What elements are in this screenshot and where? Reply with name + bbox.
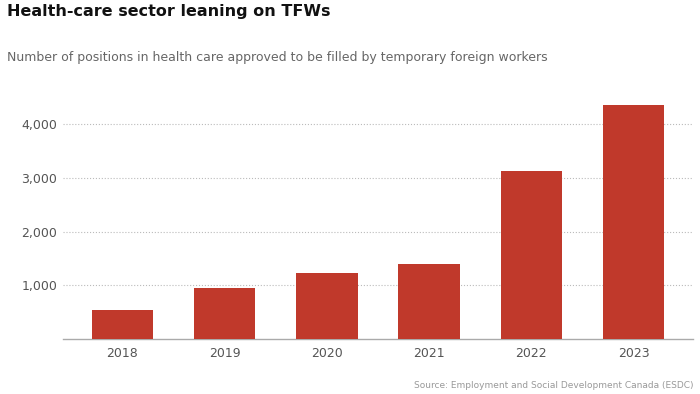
Bar <box>603 106 664 339</box>
Bar <box>92 310 153 339</box>
Bar <box>500 171 562 339</box>
Text: Number of positions in health care approved to be filled by temporary foreign wo: Number of positions in health care appro… <box>7 51 547 64</box>
Text: Health-care sector leaning on TFWs: Health-care sector leaning on TFWs <box>7 4 330 19</box>
Bar <box>194 288 256 339</box>
Bar <box>398 264 460 339</box>
Text: Source: Employment and Social Development Canada (ESDC): Source: Employment and Social Developmen… <box>414 381 693 390</box>
Bar <box>296 273 358 339</box>
